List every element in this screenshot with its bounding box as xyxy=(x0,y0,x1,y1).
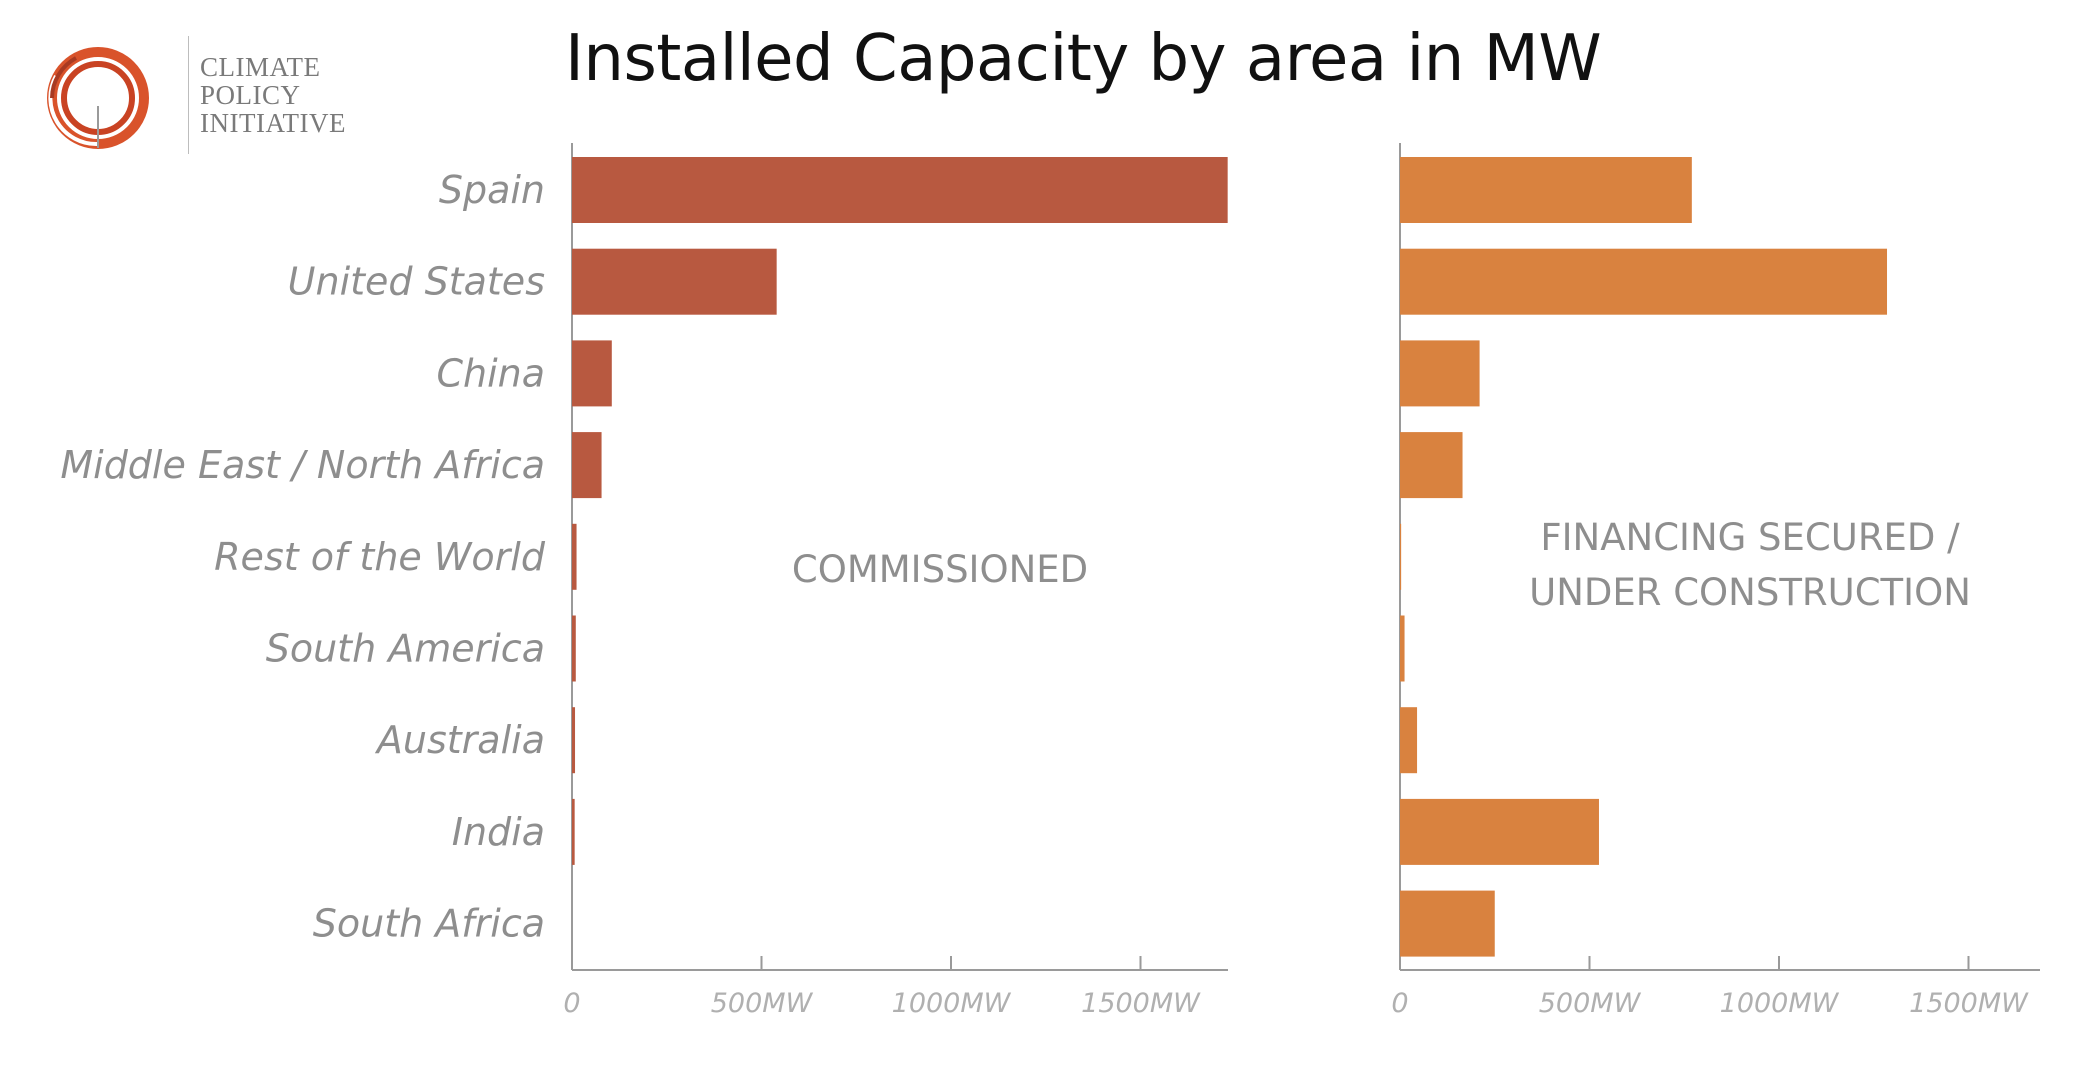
category-label: South Africa xyxy=(313,902,545,946)
category-label: China xyxy=(436,351,545,395)
panel-label: UNDER CONSTRUCTION xyxy=(1529,571,1971,614)
bar-united-states xyxy=(1400,248,1888,315)
bar-spain xyxy=(572,157,1228,223)
bar-middle-east-north-africa xyxy=(1400,432,1463,499)
logo-text-line-3: INITIATIVE xyxy=(200,108,346,138)
category-label: India xyxy=(452,810,545,854)
bar-south-africa xyxy=(1400,890,1495,957)
bar-rest-of-the-world xyxy=(1400,523,1402,590)
bar-australia xyxy=(1400,707,1418,774)
logo-swirl-icon xyxy=(47,47,149,149)
category-label: Spain xyxy=(439,168,545,212)
x-tick-label: 0 xyxy=(563,988,580,1019)
bar-south-america xyxy=(572,615,576,682)
logo-divider xyxy=(188,36,189,154)
category-label: Rest of the World xyxy=(214,535,546,579)
climate-policy-initiative-logo: CLIMATE POLICY INITIATIVE xyxy=(36,36,345,166)
bar-united-states xyxy=(572,248,777,315)
bar-rest-of-the-world xyxy=(572,523,577,590)
category-label: Middle East / North Africa xyxy=(60,443,545,487)
bar-south-america xyxy=(1400,615,1405,682)
logo-text-line-2: POLICY xyxy=(200,80,301,110)
bar-india xyxy=(1400,798,1599,865)
bar-australia xyxy=(572,707,576,774)
category-label: United States xyxy=(288,260,545,304)
bar-india xyxy=(572,798,575,865)
x-tick-label: 1500MW xyxy=(1909,988,2029,1019)
bar-middle-east-north-africa xyxy=(572,432,602,499)
logo-text-line-1: CLIMATE xyxy=(200,52,321,82)
bar-spain xyxy=(1400,157,1692,223)
x-tick-label: 500MW xyxy=(711,988,814,1019)
chart-title: Installed Capacity by area in MW xyxy=(565,22,1602,96)
category-label: South America xyxy=(266,627,545,671)
panel-label: FINANCING SECURED / xyxy=(1540,516,1960,559)
bar-china xyxy=(1400,340,1480,407)
bar-china xyxy=(572,340,612,407)
x-tick-label: 0 xyxy=(1391,988,1408,1019)
x-tick-label: 1000MW xyxy=(1720,988,1840,1019)
panel-label: COMMISSIONED xyxy=(792,548,1088,591)
x-tick-label: 1500MW xyxy=(1081,988,1201,1019)
x-tick-label: 1000MW xyxy=(892,988,1012,1019)
x-tick-label: 500MW xyxy=(1539,988,1642,1019)
category-label: Australia xyxy=(374,718,545,762)
